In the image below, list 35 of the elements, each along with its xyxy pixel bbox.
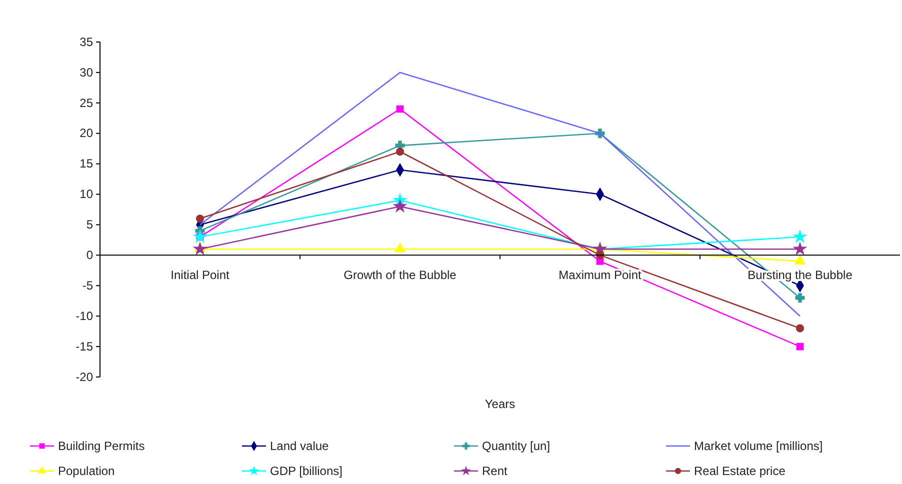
y-tick-label: 5 [86, 218, 94, 232]
point [394, 243, 406, 252]
legend-label: Population [58, 464, 115, 478]
y-tick-label: -5 [82, 278, 94, 292]
legend-label: Rent [482, 464, 508, 478]
point [796, 324, 804, 332]
x-tick-label: Growth of the Bubble [344, 268, 457, 282]
point [396, 105, 404, 113]
legend-label: Quantity [un] [482, 439, 550, 453]
legend-label: Building Permits [58, 439, 145, 453]
point [795, 293, 805, 303]
y-tick-label: 30 [80, 65, 94, 80]
y-tick-label: 35 [80, 34, 94, 49]
legend-label: Real Estate price [694, 464, 786, 478]
point [196, 214, 204, 223]
y-tick-label: -15 [76, 339, 94, 354]
point [794, 230, 806, 242]
point [194, 230, 206, 242]
y-tick-label: 20 [80, 126, 94, 140]
point [394, 200, 406, 212]
y-tick-label: -20 [76, 370, 94, 384]
y-tick-label: 10 [80, 187, 94, 202]
point [794, 255, 806, 265]
point [796, 342, 804, 350]
y-tick-label: 0 [86, 248, 94, 262]
y-tick-label: 25 [80, 96, 94, 110]
point [396, 148, 404, 156]
point [794, 242, 806, 254]
legend-label: Market volume [millions] [694, 439, 823, 453]
x-tick-label: Initial Point [170, 268, 230, 282]
legend-label: Land value [270, 439, 330, 453]
x-axis-title: Years [484, 397, 516, 411]
legend-label: GDP [billions] [270, 464, 342, 478]
y-tick-label: 15 [80, 156, 94, 171]
y-tick-label: -10 [76, 308, 94, 323]
